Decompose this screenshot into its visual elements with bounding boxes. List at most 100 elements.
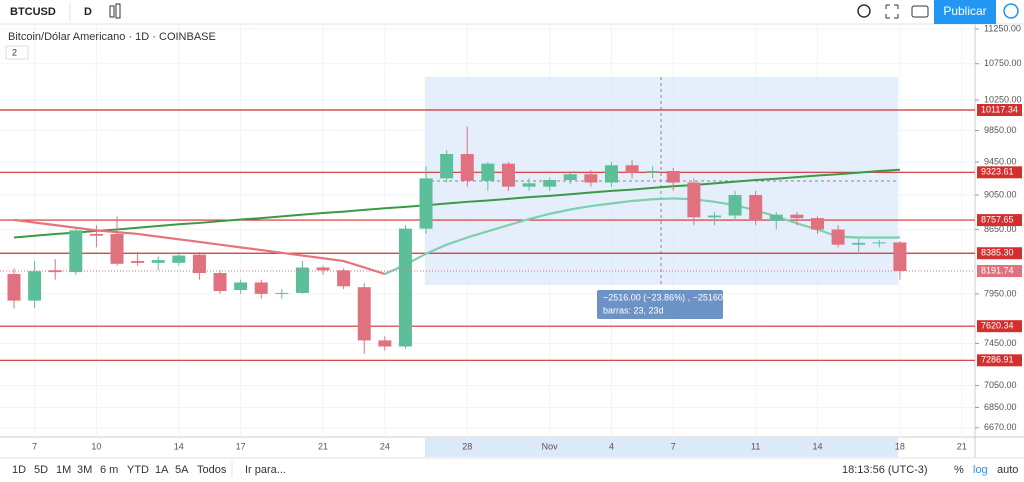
candle-body [831, 229, 845, 245]
indicator-count: 2 [12, 47, 17, 57]
publish-label: Publicar [943, 4, 986, 18]
candle-body [728, 195, 742, 216]
measure-text: −2516.00 (−23.86%) , −251600 [603, 292, 728, 302]
x-tick-label: 7 [671, 441, 676, 451]
x-tick-label: 4 [609, 441, 614, 451]
toolbar [0, 0, 1024, 24]
candle-body [357, 287, 371, 341]
y-tick-label: 6850.00 [984, 402, 1017, 412]
symbol[interactable]: BTCUSD [10, 6, 56, 18]
y-tick-label: 9050.00 [984, 189, 1017, 199]
candle-body [790, 214, 804, 219]
camera-icon[interactable] [911, 5, 929, 18]
range-button[interactable]: 5A [175, 464, 189, 476]
x-range-highlight [425, 437, 898, 457]
candle-body [604, 165, 618, 183]
fullscreen-icon[interactable] [885, 4, 899, 19]
candle-body [316, 267, 330, 271]
measure-tooltip [597, 290, 723, 319]
percent-toggle[interactable]: % [954, 464, 964, 476]
chart-title: Bitcoin/Dólar Americano · 1D · COINBASE [8, 31, 216, 43]
x-tick-label: 11 [751, 441, 760, 451]
x-tick-label: 10 [91, 441, 101, 451]
range-button[interactable]: 1M [56, 464, 71, 476]
y-tick-label: 7050.00 [984, 380, 1017, 390]
y-tick-label: 9850.00 [984, 125, 1017, 135]
measure-text: barras: 23, 23d [603, 305, 664, 315]
y-tick-label: 9450.00 [984, 156, 1017, 166]
range-button[interactable]: 1D [12, 464, 26, 476]
candle-body [707, 215, 721, 218]
x-tick-label: 21 [318, 441, 328, 451]
x-tick-label: 14 [174, 441, 184, 451]
range-button[interactable]: YTD [127, 464, 149, 476]
last-price-label: 8191.74 [981, 265, 1014, 275]
range-button[interactable]: 1A [155, 464, 169, 476]
range-button[interactable]: 5D [34, 464, 48, 476]
candle-body [769, 214, 783, 221]
candle-body [522, 183, 536, 187]
level-tag [977, 214, 1022, 227]
candle-body [646, 170, 660, 173]
candle-body [378, 340, 392, 347]
bottom-bar: 1D 5D 1M 3M 6 m YTD 1A 5A Todos Ir para... [12, 462, 286, 478]
level-tag [977, 104, 1022, 117]
range-button[interactable]: Todos [197, 464, 227, 476]
indicator-toggle[interactable] [5, 45, 29, 60]
candle-body [151, 260, 165, 263]
candle-body [810, 218, 824, 230]
candle-body [852, 242, 866, 245]
publish-button[interactable] [934, 0, 996, 24]
candle-body [131, 261, 145, 263]
auto-toggle[interactable]: auto [997, 464, 1018, 476]
last-price-tag [977, 265, 1022, 278]
y-tick-label: 10750.00 [984, 58, 1022, 68]
candle-body [440, 154, 454, 179]
candle-body [872, 242, 886, 244]
x-tick-label: 28 [462, 441, 472, 451]
candle-body [89, 233, 103, 236]
candle-body [295, 267, 309, 293]
x-tick-label: 17 [236, 441, 246, 451]
candle-icon[interactable] [109, 3, 121, 19]
settings-icon[interactable] [857, 4, 871, 18]
moving-average [13, 168, 900, 239]
candle-body [192, 254, 206, 274]
y-tick-label: 11250.00 [984, 23, 1021, 33]
candle-body [563, 174, 577, 181]
candle-body [893, 242, 907, 272]
candle-body [172, 255, 186, 263]
candle-body [398, 228, 412, 347]
x-tick-label: 7 [32, 441, 37, 451]
x-tick-label: 21 [957, 441, 967, 451]
x-tick-label: 18 [895, 441, 905, 451]
level-tag [977, 320, 1022, 333]
interval[interactable]: D [84, 6, 92, 18]
candle-body [666, 170, 680, 183]
candle-body [460, 154, 474, 181]
range-button[interactable]: 6 m [100, 464, 118, 476]
candle-body [687, 182, 701, 218]
level-label: 10117.34 [981, 104, 1018, 114]
candle-body [234, 282, 248, 291]
goto-button[interactable]: Ir para... [245, 464, 286, 476]
candle-body [501, 163, 515, 187]
level-label: 8385.30 [981, 248, 1014, 258]
candle-body [625, 165, 639, 173]
y-tick-label: 10250.00 [984, 94, 1022, 104]
candle-body [419, 178, 433, 229]
y-tick-label: 8650.00 [984, 224, 1017, 234]
log-toggle[interactable]: log [973, 464, 988, 476]
level-label: 7286.91 [981, 355, 1014, 365]
candle-body [48, 270, 62, 273]
play-icon[interactable] [1003, 3, 1019, 19]
candle-body [213, 273, 227, 292]
candle-body [69, 230, 83, 273]
range-button[interactable]: 3M [77, 464, 92, 476]
candle-body [254, 282, 268, 294]
level-tag [977, 354, 1022, 367]
x-tick-label: 14 [812, 441, 822, 451]
candle-body [7, 274, 21, 301]
candle-body [110, 233, 124, 264]
